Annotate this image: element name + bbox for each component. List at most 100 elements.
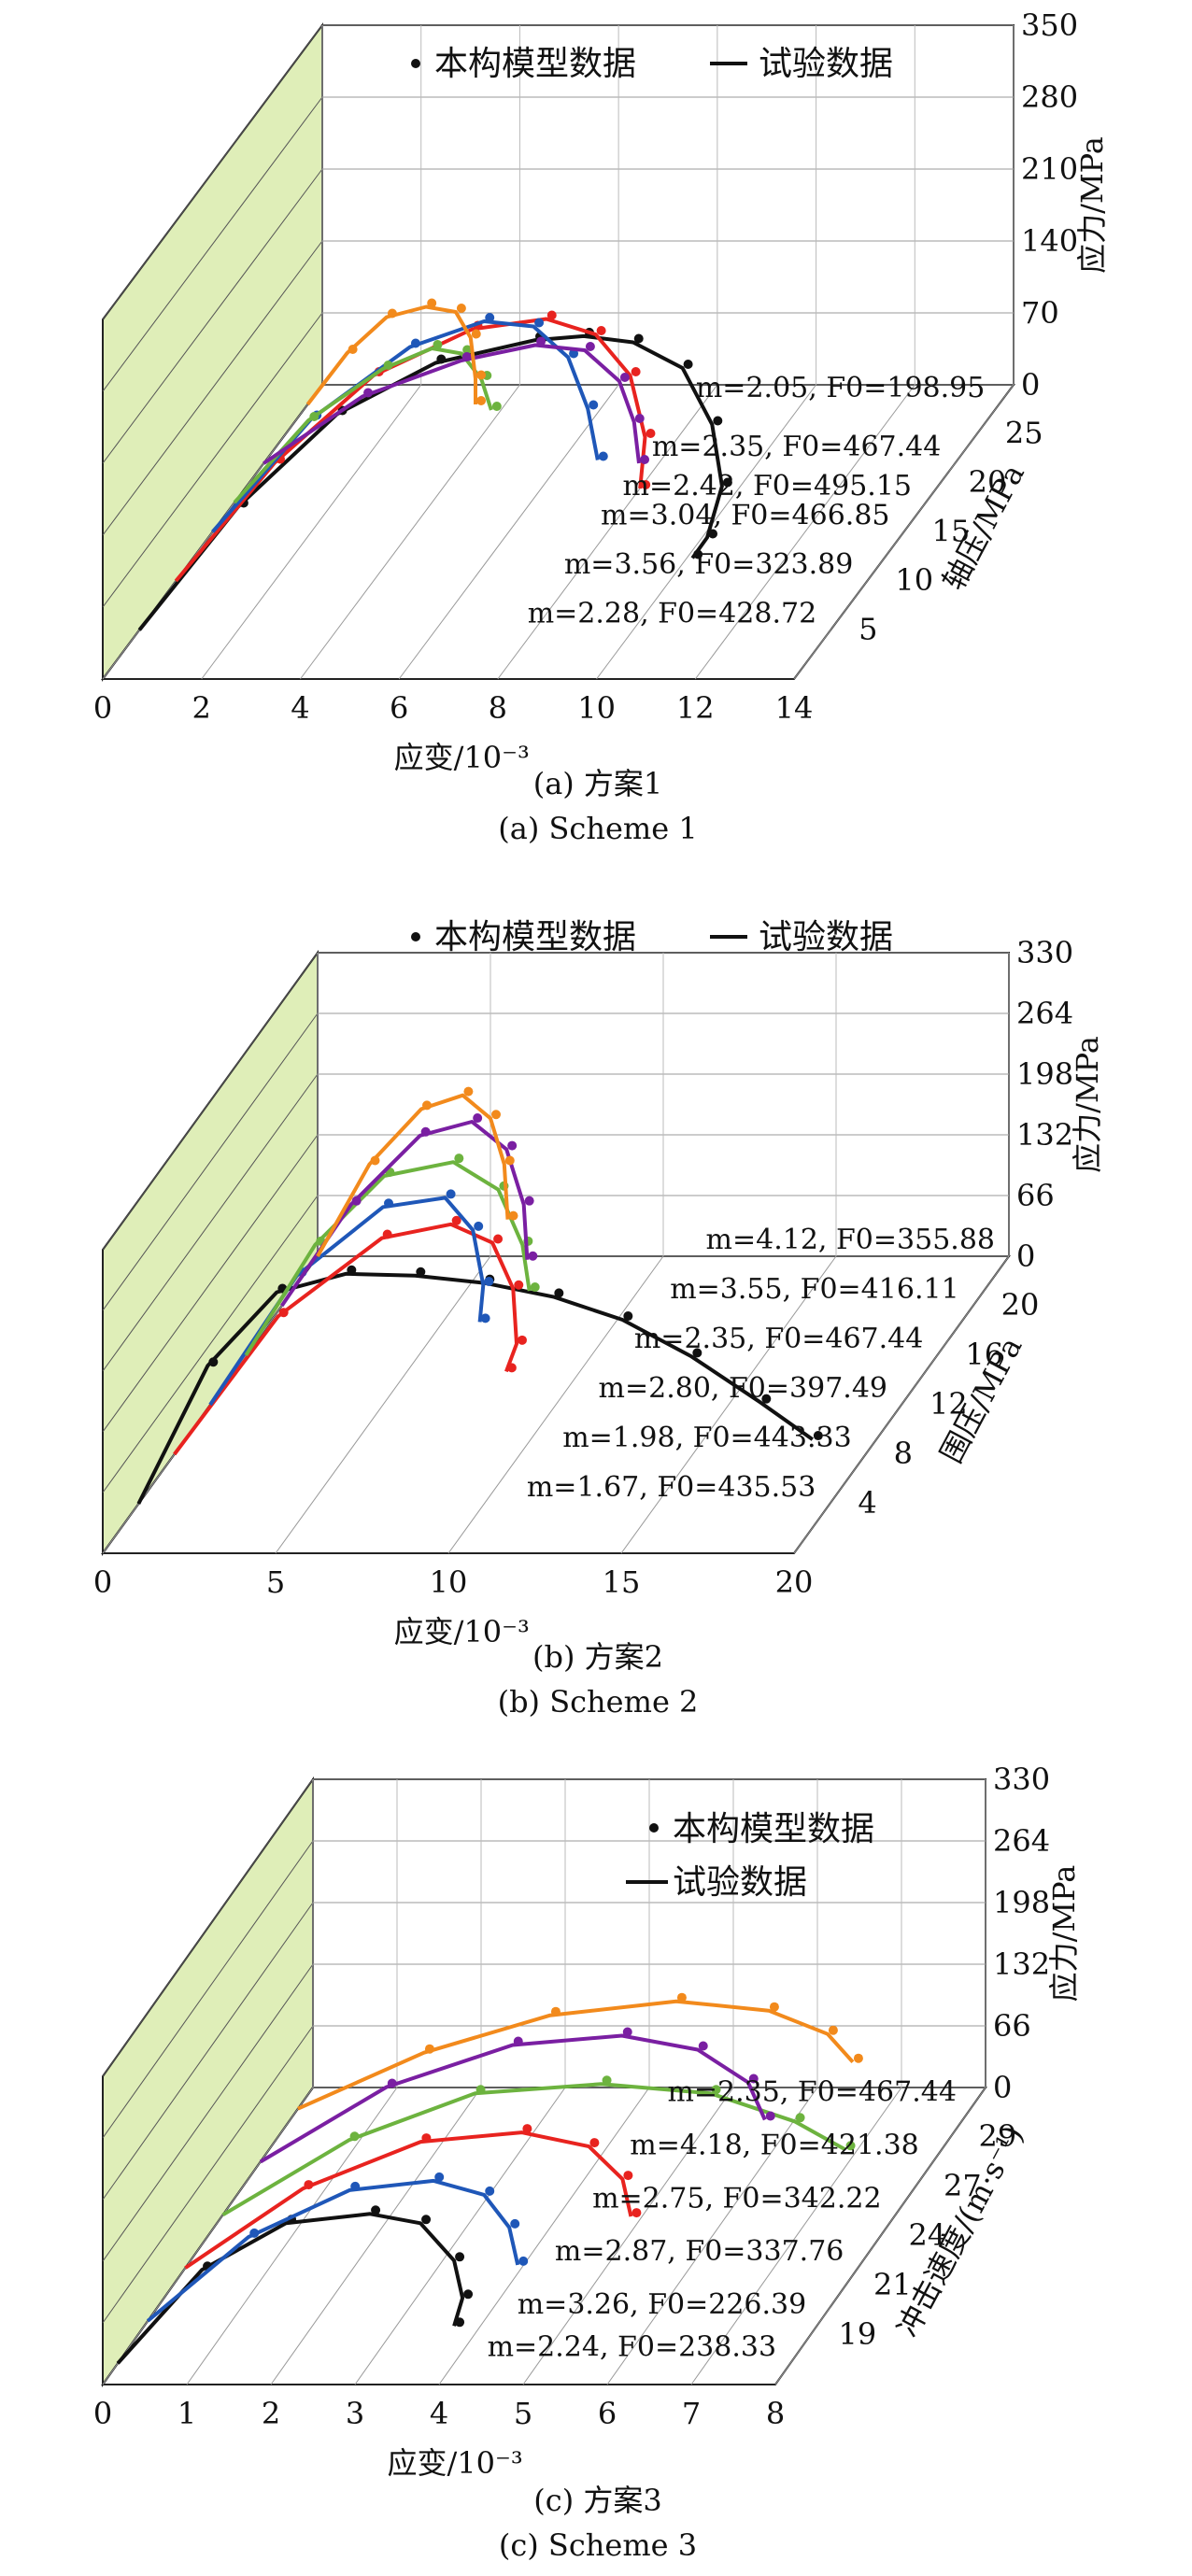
series-marker-0 xyxy=(463,2289,474,2300)
panel-c: 0 66 132 198 264 330 0 1 2 3 4 5 6 7 8 19 21 24 27 29 应变/10⁻… xyxy=(93,1762,1082,2563)
series-marker-5 xyxy=(348,345,358,354)
series-label-3: m=2.75, F0=342.22 xyxy=(592,2182,881,2215)
panel-c-legend: 本构模型数据 试验数据 xyxy=(626,1810,874,1902)
legend-model-marker xyxy=(411,932,420,941)
x-tick-label: 0 xyxy=(93,690,112,726)
series-marker-5 xyxy=(504,1155,515,1166)
series-marker-2 xyxy=(534,318,545,328)
z-tick-label: 264 xyxy=(993,1823,1050,1859)
series-marker-1 xyxy=(596,326,606,335)
series-marker-4 xyxy=(765,2111,775,2121)
series-marker-2 xyxy=(485,313,495,322)
series-marker-4 xyxy=(461,352,472,361)
z-tick-label: 210 xyxy=(1021,151,1078,187)
x-tick-label: 2 xyxy=(262,2396,280,2431)
series-label-2: m=2.80, F0=397.49 xyxy=(599,1372,887,1405)
legend-test-label: 试验数据 xyxy=(759,918,893,956)
series-marker-0 xyxy=(371,2205,381,2215)
z-tick-label: 140 xyxy=(1021,223,1078,259)
series-marker-1 xyxy=(350,2181,361,2191)
x-tick-label: 6 xyxy=(390,690,408,726)
left-wall-gridline xyxy=(102,1134,319,1433)
series-marker-1 xyxy=(517,1335,527,1345)
left-wall-gridline xyxy=(102,240,323,536)
series-label-2: m=3.04, F0=466.85 xyxy=(601,500,889,532)
series-marker-2 xyxy=(589,2138,600,2148)
series-marker-1 xyxy=(641,480,651,489)
series-label-0: m=2.28, F0=428.72 xyxy=(528,598,816,630)
x-tick-label: 0 xyxy=(93,2396,112,2431)
series-marker-2 xyxy=(598,451,608,461)
series-marker-1 xyxy=(249,2228,260,2238)
series-marker-5 xyxy=(387,308,397,318)
series-marker-4 xyxy=(507,1140,518,1151)
floor-gridline xyxy=(522,2087,734,2385)
floor-gridline xyxy=(690,2087,902,2385)
series-label-1: m=3.26, F0=226.39 xyxy=(518,2288,806,2321)
series-marker-1 xyxy=(510,2218,520,2229)
x-tick-label: 5 xyxy=(514,2396,532,2431)
floor-gridline xyxy=(793,384,1015,680)
z-tick-label: 280 xyxy=(1021,79,1078,115)
series-marker-1 xyxy=(278,1308,289,1318)
series-marker-5 xyxy=(769,2002,779,2012)
left-wall-gridline xyxy=(102,2025,314,2324)
series-marker-5 xyxy=(853,2053,863,2063)
z-axis-title: 应力/MPa xyxy=(1074,136,1110,274)
left-wall xyxy=(102,21,323,683)
series-marker-0 xyxy=(623,1311,633,1322)
floor-gridline xyxy=(300,384,520,680)
series-marker-2 xyxy=(522,2124,532,2134)
series-marker-5 xyxy=(491,1110,501,1120)
series-marker-2 xyxy=(410,338,420,348)
series-label-1: m=1.98, F0=443.33 xyxy=(562,1422,851,1454)
series-label-0: m=2.24, F0=238.33 xyxy=(488,2330,776,2363)
series-marker-1 xyxy=(485,2186,495,2196)
series-marker-5 xyxy=(471,329,481,339)
x-tick-label: 15 xyxy=(603,1564,641,1600)
z-tick-label: 330 xyxy=(1016,935,1073,970)
series-label-5: m=2.35, F0=467.44 xyxy=(667,2076,956,2109)
x-tick-label: 12 xyxy=(676,690,715,726)
z-tick-label: 0 xyxy=(993,2070,1012,2105)
series-line-3 xyxy=(244,1160,532,1357)
series-marker-4 xyxy=(698,2041,708,2051)
series-label-4: m=2.35, F0=467.44 xyxy=(652,431,941,463)
series-marker-0 xyxy=(455,2317,465,2328)
left-wall-gridline xyxy=(102,1902,314,2201)
y-tick-label: 27 xyxy=(944,2168,982,2203)
series-marker-5 xyxy=(550,2006,561,2017)
left-wall-gridline xyxy=(102,168,323,464)
z-axis-title: 应力/MPa xyxy=(1046,1865,1082,2003)
series-marker-4 xyxy=(634,414,645,423)
series-marker-1 xyxy=(493,1234,504,1244)
z-tick-label: 198 xyxy=(993,1885,1050,1920)
series-marker-1 xyxy=(434,2172,445,2182)
series-label-1: m=3.56, F0=323.89 xyxy=(564,548,853,581)
series-label-4: m=3.55, F0=416.11 xyxy=(670,1273,958,1306)
series-marker-3 xyxy=(711,2085,721,2095)
x-tick-label: 7 xyxy=(682,2396,701,2431)
series-marker-2 xyxy=(384,1198,393,1209)
series-marker-4 xyxy=(363,388,374,398)
series-marker-0 xyxy=(813,1431,823,1441)
series-marker-4 xyxy=(748,2074,759,2084)
z-tick-label: 132 xyxy=(993,1946,1050,1982)
z-tick-label: 66 xyxy=(993,2008,1031,2044)
y-tick-label: 29 xyxy=(979,2118,1017,2154)
legend-model-label: 本构模型数据 xyxy=(673,1810,874,1848)
left-wall-gridline xyxy=(102,1963,314,2262)
panel-a-caption-cn: (a) 方案1 xyxy=(533,766,663,801)
x-tick-label: 4 xyxy=(291,690,309,726)
left-wall xyxy=(102,1776,314,2388)
series-marker-1 xyxy=(646,429,656,438)
series-marker-1 xyxy=(546,310,557,320)
series-label-3: m=2.42, F0=495.15 xyxy=(623,470,912,502)
floor-gridline xyxy=(275,1255,491,1554)
series-marker-3 xyxy=(795,2113,805,2123)
legend-test-label: 试验数据 xyxy=(673,1863,807,1902)
series-marker-4 xyxy=(387,2078,397,2088)
series-marker-3 xyxy=(602,2075,612,2086)
series-label-4: m=4.18, F0=421.38 xyxy=(630,2130,918,2162)
series-line-5 xyxy=(316,1093,510,1257)
